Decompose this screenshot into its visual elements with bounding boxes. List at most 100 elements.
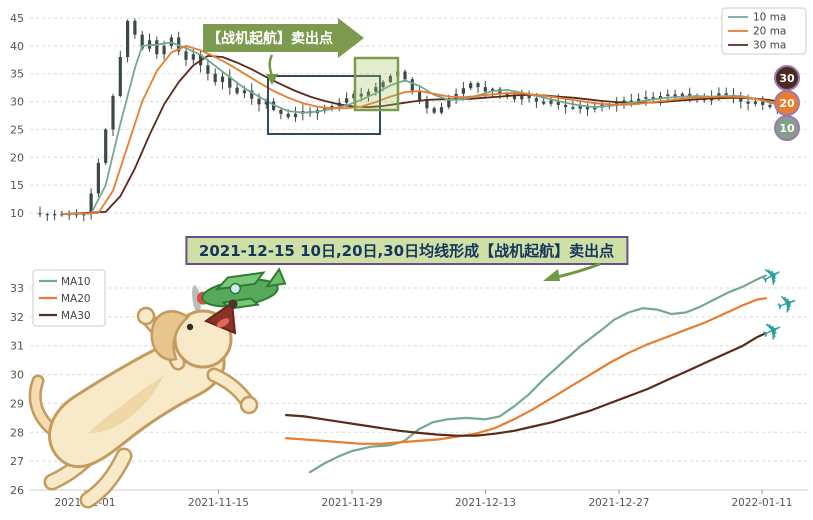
candle-body [45,214,49,216]
y-tick-label: 27 [10,455,24,468]
signal-banner-text: 2021-12-15 10日,20日,30日均线形成【战机起航】卖出点 [198,242,615,260]
x-tick-label: 2021-11-15 [188,497,249,509]
candle-body [162,45,166,55]
ma30-line [61,55,785,215]
candle-body [483,87,487,92]
y-tick-label: 29 [10,397,24,410]
candle-body [476,83,480,88]
candle-body [564,104,568,108]
candle-body [549,100,553,104]
candle-body [293,113,298,118]
candle-body [118,56,122,96]
candle-body [637,98,641,103]
candle-body [739,98,743,102]
candle-body [556,100,560,105]
candle-body [439,107,444,113]
legend-label: MA20 [61,293,91,305]
candle-body [724,93,728,95]
y-tick-label: 26 [10,484,24,497]
y-tick-label: 25 [10,123,24,136]
candle-body [206,65,210,74]
y-tick-label: 32 [10,311,24,324]
legend-label: 10 ma [753,12,786,24]
legend-label: MA30 [61,310,91,322]
candle-body [257,98,261,105]
legend-label: MA10 [61,276,91,288]
candle-body [688,93,692,96]
candle-body [155,40,159,55]
candle-body [746,101,750,104]
base-pattern-box [267,75,381,135]
y-tick-label: 40 [10,40,24,53]
candle-body [140,34,144,49]
arrow-left-icon [556,262,601,279]
dog-hind-leg-fill [82,450,130,506]
candle-body [191,54,195,60]
candle-body [761,101,765,105]
candle-body [651,97,655,100]
candle-body [629,100,633,103]
y-tick-label: 35 [10,68,24,81]
y-tick-label: 30 [10,369,24,382]
plane-tail-fin [265,267,287,288]
candle-body [410,79,414,91]
sell-point-callout-text: 【战机起航】卖出点 [207,30,333,47]
candle-body [585,105,590,110]
legend-box [32,269,106,327]
candle-body [323,108,327,110]
x-tick-label: 2022-01-11 [731,497,792,509]
candle-body [505,93,509,96]
arrow-left-head-icon [543,269,560,281]
y-tick-label: 45 [10,12,24,25]
y-tick-label: 33 [10,282,24,295]
candle-body [264,101,268,105]
candle-body [542,101,546,104]
candle-body [133,20,137,35]
candle-body [666,94,670,96]
dog-eye [186,323,194,331]
x-tick-label: 2021-12-27 [588,497,649,509]
candle-body [374,87,378,92]
x-tick-label: 2021-11-29 [321,497,382,509]
dog-nose [228,299,238,309]
candle-body [279,109,283,114]
candle-body [213,73,217,83]
top-candlestick-chart: 10 15 20 25 30 35 40 45 【战机起航】卖出点 10 ma 20 ma 30 ma… [10,7,807,222]
ma-badge-label: 30 [779,72,795,85]
y-tick-label: 10 [10,207,24,220]
candle-body [242,90,246,94]
candle-body [768,104,772,108]
candle-body [330,106,334,109]
x-tick-label: 2021-12-13 [455,497,516,509]
ma20-line [285,297,767,445]
ma10-line [308,273,768,474]
candle-body [717,93,721,96]
candle-body [512,95,517,100]
candle-body [250,90,254,99]
candle-body [359,93,363,97]
candlesticks [38,18,787,222]
candle-body [447,100,451,108]
dog-belly-shade [88,375,164,434]
ma30-line [285,331,768,437]
candle-body [366,91,371,97]
candle-body [520,95,524,100]
candle-body [418,90,422,101]
candle-body [60,214,64,216]
toy-plane-illustration [192,267,287,313]
ma-badge-label: 20 [779,97,795,110]
candle-body [89,193,93,215]
candle-body [578,105,582,109]
candle-body [220,76,225,83]
plane-top-wing [214,271,266,291]
y-tick-label: 28 [10,426,24,439]
plane-cockpit [229,282,242,295]
ma10-line [61,41,785,215]
top-grid: 10 15 20 25 30 35 40 45 [10,12,806,220]
dog-front-paw [136,306,156,326]
candle-body [432,108,436,113]
candle-body [534,98,538,102]
y-tick-label: 31 [10,340,24,353]
